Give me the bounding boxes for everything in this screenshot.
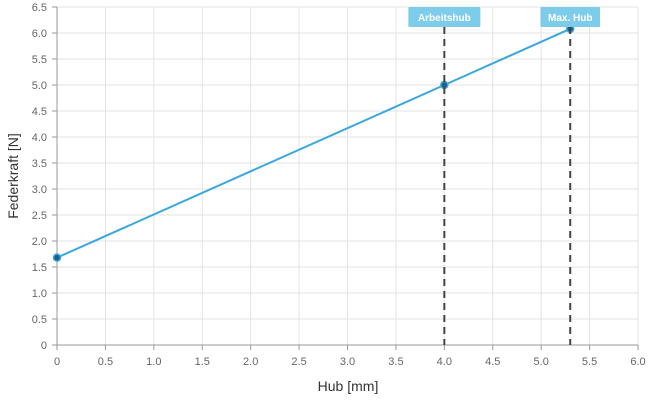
grid xyxy=(56,6,639,346)
x-tick-label: 4.5 xyxy=(485,356,500,368)
x-tick-label: 6.0 xyxy=(630,356,645,368)
marker-label: Max. Hub xyxy=(548,13,592,24)
x-tick-label: 2.5 xyxy=(291,356,306,368)
y-tick-label: 5.0 xyxy=(32,80,47,92)
y-tick-label: 5.5 xyxy=(32,54,47,66)
y-tick-label: 3.5 xyxy=(32,158,47,170)
vertical-markers: Arbeitshub Max. Hub xyxy=(408,7,601,345)
x-tick-label: 3.5 xyxy=(388,356,403,368)
y-tick-label: 2.5 xyxy=(32,210,47,222)
x-tick-label: 5.0 xyxy=(534,356,549,368)
y-tick-label: 1.5 xyxy=(32,262,47,274)
y-tick-label: 4.5 xyxy=(32,106,47,118)
data-point xyxy=(52,253,62,262)
y-tick-label: 6.0 xyxy=(32,28,47,40)
x-tick-label: 4.0 xyxy=(437,356,452,368)
x-tick-label: 0 xyxy=(54,356,60,368)
series xyxy=(52,24,575,262)
x-tick-label: 2.0 xyxy=(243,356,258,368)
y-tick-label: 2.0 xyxy=(32,236,47,248)
y-tick-label: 6.5 xyxy=(32,2,47,14)
marker-label: Arbeitshub xyxy=(418,13,471,24)
y-tick-label: 3.0 xyxy=(32,184,47,196)
axes: 0 0.5 1.0 1.5 2.0 2.5 3.0 3.5 4.0 4.5 5.0 5.5 6.0 0 0.… xyxy=(32,2,646,368)
y-axis-title: Federkraft [N] xyxy=(5,133,21,219)
x-tick-label: 0.5 xyxy=(98,356,113,368)
y-tick-label: 0 xyxy=(41,340,47,352)
marker-label-box xyxy=(408,7,481,27)
x-tick-label: 3.0 xyxy=(340,356,355,368)
y-tick-label: 4.0 xyxy=(32,132,47,144)
x-tick-label: 5.5 xyxy=(582,356,597,368)
x-tick-label: 1.0 xyxy=(146,356,161,368)
x-tick-label: 1.5 xyxy=(195,356,210,368)
y-tick-label: 0.5 xyxy=(32,314,47,326)
y-tick-label: 1.0 xyxy=(32,288,47,300)
x-axis-title: Hub [mm] xyxy=(318,378,379,394)
marker-label-box xyxy=(540,7,601,27)
